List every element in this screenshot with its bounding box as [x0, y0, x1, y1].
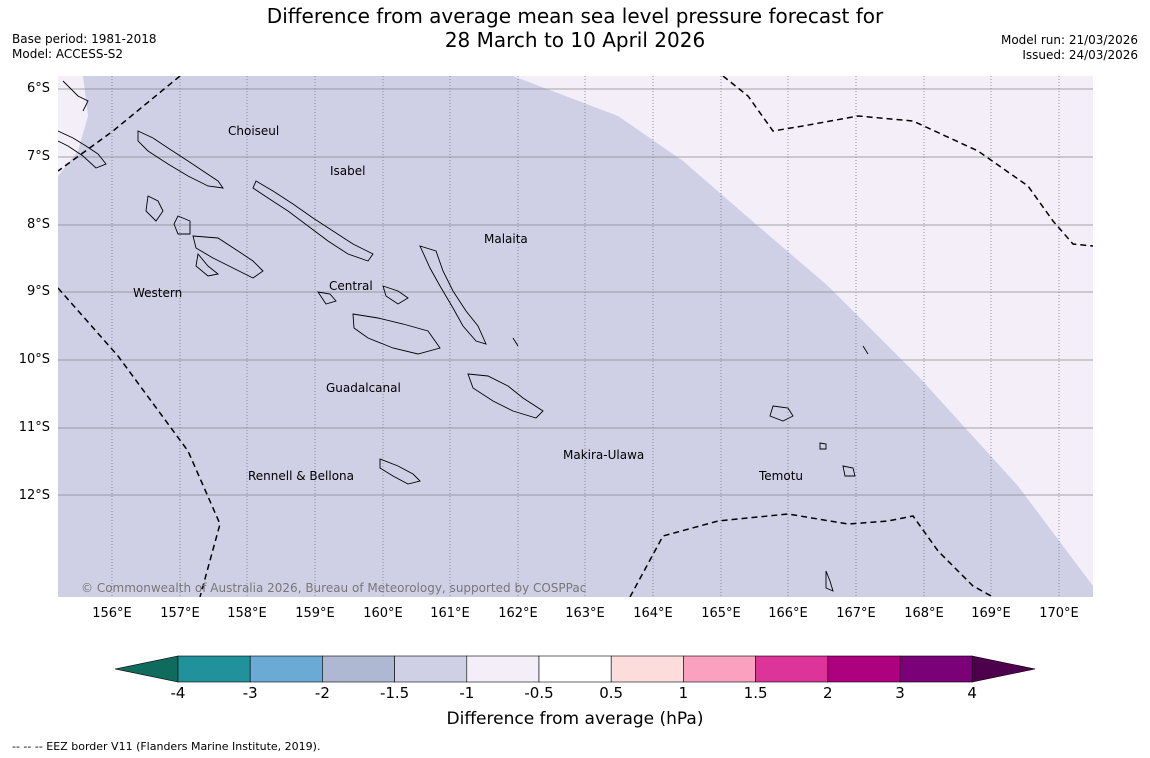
map-title-line2: 28 March to 10 April 2026 [444, 28, 706, 52]
colorbar [114, 655, 1036, 683]
province-label: Central [329, 279, 373, 293]
province-label: Choiseul [228, 124, 279, 138]
colorbar-segment [827, 655, 901, 683]
colorbar-segment [394, 655, 468, 683]
lon-label: 166°E [768, 606, 808, 621]
lat-label: 10°S [18, 352, 50, 367]
base-period: Base period: 1981-2018 [12, 32, 157, 46]
lat-label: 12°S [18, 488, 50, 503]
colorbar-segment [610, 655, 684, 683]
map-title-line1: Difference from average mean sea level p… [266, 4, 884, 28]
positive-anomaly-region [513, 76, 1093, 586]
colorbar-extend-high [971, 655, 1036, 683]
positive-anomaly-region-west [58, 76, 88, 176]
province-label: Malaita [484, 232, 528, 246]
lon-label: 170°E [1039, 606, 1079, 621]
lat-label: 7°S [26, 149, 50, 164]
model-run: Model run: 21/03/2026 [1000, 33, 1138, 47]
lon-label: 169°E [971, 606, 1011, 621]
lon-label: 162°E [498, 606, 538, 621]
province-label: Makira-Ulawa [563, 448, 644, 462]
lon-label: 164°E [633, 606, 673, 621]
colorbar-tick-label: -1.5 [379, 684, 410, 702]
lon-label: 158°E [227, 606, 267, 621]
colorbar-tick-label: 0.5 [599, 684, 624, 702]
province-labels: Choiseul Isabel Malaita Western Central … [133, 124, 803, 483]
copyright-notice: © Commonwealth of Australia 2026, Bureau… [81, 581, 586, 595]
colorbar-tick-label: -2 [314, 684, 330, 702]
province-label: Rennell & Bellona [248, 469, 354, 483]
colorbar-tick-label: 4 [967, 684, 977, 702]
lat-label: 9°S [26, 284, 50, 299]
colorbar-tick-label: 1 [678, 684, 689, 702]
province-label: Temotu [758, 469, 803, 483]
lon-label: 160°E [363, 606, 403, 621]
lon-label: 167°E [836, 606, 876, 621]
colorbar-segment [466, 655, 540, 683]
colorbar-segment [538, 655, 612, 683]
lon-label: 159°E [295, 606, 335, 621]
latitude-gridlines [58, 88, 1093, 496]
colorbar-segment [755, 655, 829, 683]
colorbar-segment [683, 655, 756, 683]
colorbar-segment [177, 655, 251, 683]
colorbar-segment [899, 655, 973, 683]
colorbar-tick-label: -3 [242, 684, 258, 702]
lon-label: 156°E [92, 606, 132, 621]
lon-label: 165°E [701, 606, 741, 621]
lat-label: 6°S [26, 81, 50, 96]
colorbar-tick-label: -1 [459, 684, 475, 702]
eez-legend-note: -- -- -- EEZ border V11 (Flanders Marine… [12, 740, 321, 753]
map-panel: Choiseul Isabel Malaita Western Central … [58, 76, 1093, 597]
province-label: Guadalcanal [326, 381, 401, 395]
colorbar-title: Difference from average (hPa) [446, 709, 704, 729]
colorbar-tick-label: 1.5 [743, 684, 768, 702]
issued-date: Issued: 24/03/2026 [1022, 48, 1138, 62]
eez-border [58, 76, 1093, 597]
province-label: Isabel [330, 164, 365, 178]
lon-label: 163°E [565, 606, 605, 621]
colorbar-tick-label: -0.5 [524, 684, 554, 702]
model-name: Model: ACCESS-S2 [12, 47, 124, 61]
colorbar-tick-label: 2 [823, 684, 833, 702]
lon-label: 168°E [904, 606, 944, 621]
province-label: Western [133, 286, 182, 300]
colorbar-tick-label: -4 [170, 684, 186, 702]
colorbar-tick-label: 3 [895, 684, 905, 702]
coastlines [58, 80, 869, 592]
colorbar-extend-low [114, 655, 179, 683]
lat-label: 8°S [26, 217, 50, 232]
colorbar-segment [322, 655, 395, 683]
colorbar-segment [249, 655, 323, 683]
lon-label: 161°E [430, 606, 470, 621]
lon-label: 157°E [160, 606, 200, 621]
lat-label: 11°S [18, 420, 50, 435]
